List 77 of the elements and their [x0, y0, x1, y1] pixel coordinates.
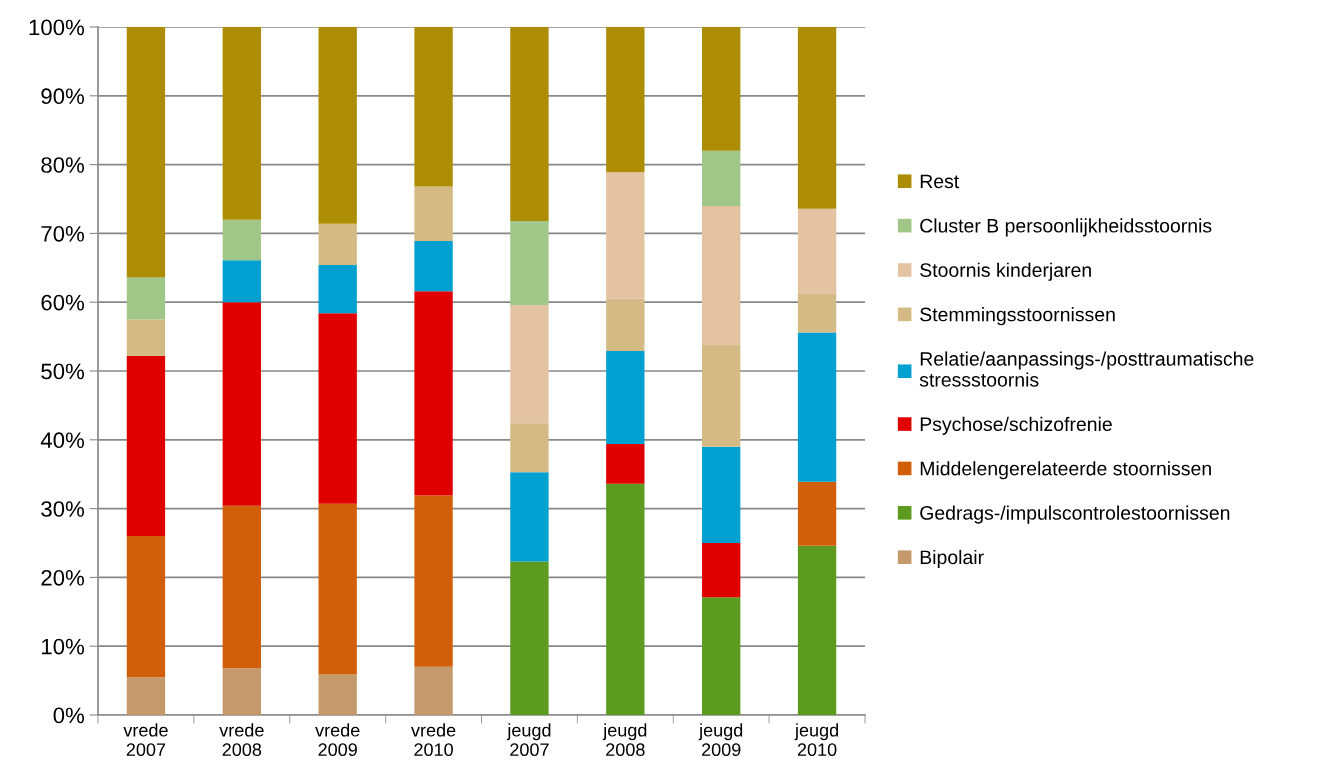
legend-label: Stemmingsstoornissen	[920, 307, 1115, 326]
bar	[797, 545, 837, 715]
bar	[702, 150, 741, 206]
x-tick-label: jeugd 2007	[506, 723, 551, 757]
bar	[702, 27, 741, 151]
bar	[510, 561, 549, 715]
bar	[606, 351, 645, 444]
bar	[318, 674, 357, 715]
y-tick-label: 70%	[41, 225, 85, 242]
bar	[414, 495, 453, 667]
bar	[510, 472, 549, 562]
bar	[318, 223, 357, 266]
bar	[702, 446, 741, 543]
bar	[510, 27, 549, 222]
bar	[702, 205, 741, 345]
bar	[318, 503, 357, 675]
x-tick-label: vrede 2008	[219, 723, 264, 757]
x-tick-label: jeugd 2008	[602, 723, 647, 757]
legend-label: Rest	[920, 174, 960, 189]
legend-label: Cluster B persoonlijkheidsstoornis	[920, 218, 1212, 237]
bar	[318, 27, 357, 224]
legend-label: Stoornis kinderjaren	[920, 262, 1091, 281]
bar	[797, 481, 837, 546]
y-tick-label: 30%	[41, 501, 85, 517]
bar	[126, 277, 166, 320]
bar	[126, 27, 166, 278]
y-tick-label: 10%	[42, 638, 85, 655]
bar	[222, 505, 261, 669]
bar	[222, 27, 261, 220]
bar	[414, 27, 453, 187]
x-tick-label: jeugd 2010	[794, 723, 838, 757]
bar	[797, 208, 837, 294]
y-tick-label: 50%	[41, 363, 85, 380]
bar	[414, 240, 453, 292]
bar	[222, 668, 261, 715]
bar	[797, 332, 837, 482]
legend-label: Gedrags-/impulscontrolestoornissen	[920, 505, 1230, 524]
bar	[606, 298, 645, 352]
bar	[318, 313, 357, 504]
y-tick-label: 60%	[41, 294, 85, 311]
bar	[126, 677, 166, 715]
legend-label: Relatie/aanpassings-/posttraumatische stressstoornis	[919, 351, 1254, 387]
y-tick-label: 40%	[40, 432, 85, 449]
bar	[797, 27, 837, 209]
y-tick-label: 80%	[41, 157, 85, 173]
legend-label: Bipolair	[920, 549, 984, 569]
y-tick-label: 20%	[41, 569, 85, 586]
legend-label: Psychose/schizofrenie	[920, 416, 1112, 435]
bar	[414, 186, 453, 241]
bar	[318, 265, 357, 314]
bar	[606, 483, 645, 715]
x-tick-label: vrede 2010	[411, 723, 456, 757]
bar	[222, 260, 261, 303]
bar	[222, 302, 261, 506]
bar	[702, 543, 741, 598]
bar	[510, 423, 549, 473]
bar	[126, 319, 166, 356]
bar	[606, 443, 645, 484]
y-tick-label: 90%	[41, 88, 85, 105]
legend-label: Middelengerelateerde stoornissen	[920, 461, 1211, 480]
x-tick-label: vrede 2009	[315, 723, 360, 757]
bar	[414, 666, 453, 715]
bar	[797, 293, 837, 333]
x-tick-label: vrede 2007	[123, 723, 168, 757]
bar	[510, 304, 549, 424]
bar	[510, 221, 549, 305]
bar	[606, 27, 645, 173]
bar	[606, 172, 645, 299]
bar	[222, 219, 261, 261]
x-tick-label: jeugd 2009	[698, 723, 743, 757]
y-tick-label: 100%	[29, 19, 85, 36]
bar	[414, 291, 453, 496]
bar	[126, 355, 166, 537]
y-tick-label: 0%	[53, 707, 85, 724]
bar	[702, 344, 741, 447]
bar	[702, 597, 741, 715]
bar	[126, 536, 166, 678]
